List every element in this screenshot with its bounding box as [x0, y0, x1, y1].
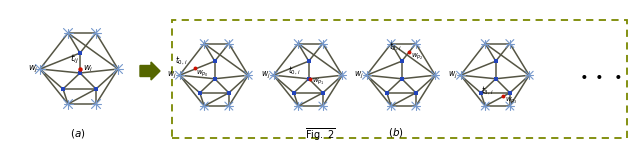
- Text: $(b)$: $(b)$: [388, 126, 404, 139]
- Text: $t_{0,i}$: $t_{0,i}$: [288, 65, 301, 77]
- Bar: [172, 20, 627, 138]
- Text: $w_j$: $w_j$: [167, 70, 177, 81]
- Text: $t_{0,i}$: $t_{0,i}$: [175, 54, 188, 67]
- Text: $t_{3,i}$: $t_{3,i}$: [481, 84, 494, 97]
- Text: $w_j$: $w_j$: [261, 70, 271, 81]
- Text: $\bullet\ \bullet\ \bullet$: $\bullet\ \bullet\ \bullet$: [579, 68, 621, 82]
- Text: $w_j$: $w_j$: [448, 70, 458, 81]
- Text: $(a)$: $(a)$: [70, 128, 86, 141]
- Text: $w_i$: $w_i$: [83, 64, 93, 75]
- Text: $w_{p_0}$: $w_{p_0}$: [196, 69, 209, 80]
- Text: $w_j$: $w_j$: [354, 70, 364, 81]
- Text: $w_{p_1}$: $w_{p_1}$: [312, 77, 325, 87]
- Text: $t_{ij}$: $t_{ij}$: [70, 52, 79, 65]
- Text: $w_{p_3}$: $w_{p_3}$: [506, 96, 518, 106]
- Text: $w_j$: $w_j$: [28, 63, 38, 75]
- Text: $w_{p_2}$: $w_{p_2}$: [412, 51, 424, 62]
- Text: $t_{2,i}$: $t_{2,i}$: [389, 40, 402, 53]
- Text: $\overline{\rm Fig.\ 2}$: $\overline{\rm Fig.\ 2}$: [305, 126, 335, 143]
- FancyArrow shape: [140, 62, 160, 80]
